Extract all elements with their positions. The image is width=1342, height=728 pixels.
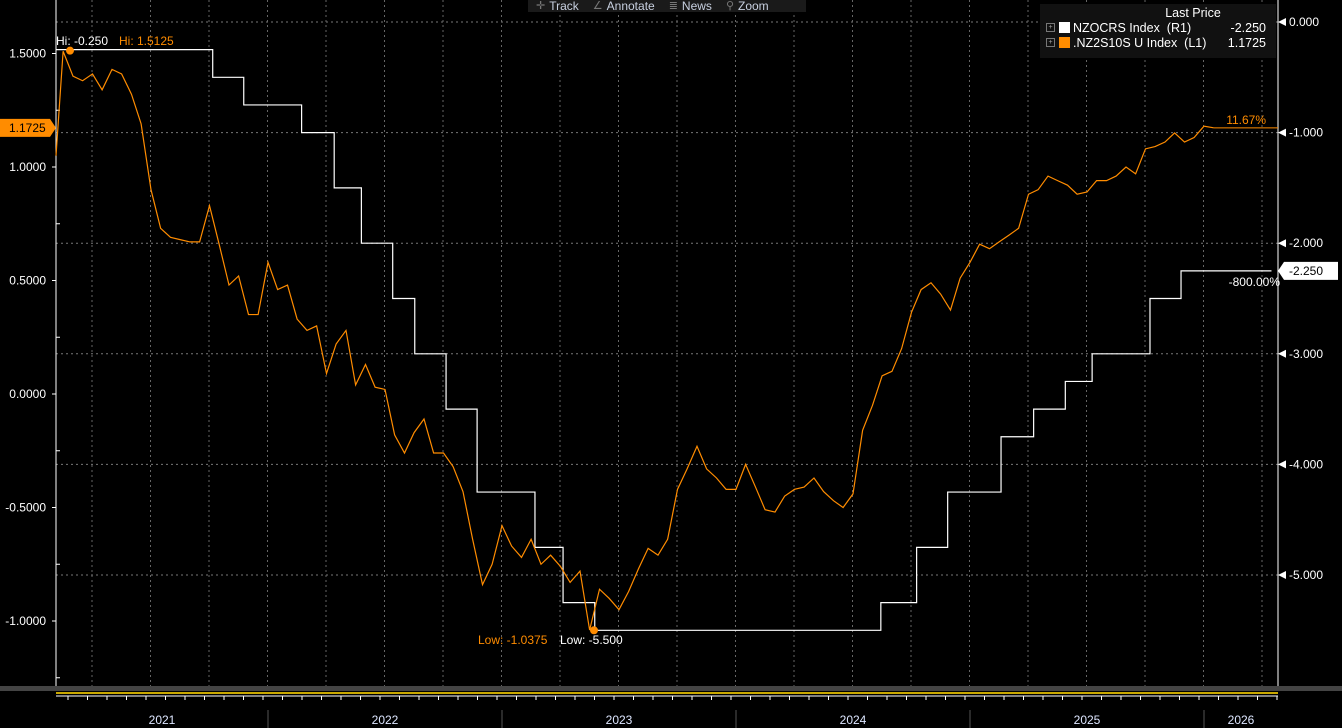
expand-icon[interactable]: + <box>1046 23 1055 32</box>
ocr-last-tag-label: -2.250 <box>1289 264 1323 278</box>
track-button[interactable]: ✛ Track <box>536 0 579 13</box>
right-tick-arrow <box>1278 460 1286 469</box>
right-tick-arrow <box>1278 349 1286 358</box>
right-tick-label: -5.000 <box>1289 568 1323 582</box>
right-tick-label: 0.000 <box>1289 15 1319 29</box>
right-tick-arrow <box>1278 18 1286 26</box>
left-tick-label: -1.0000 <box>5 614 46 628</box>
spread-last-tag-label: 1.1725 <box>9 121 46 135</box>
spread-hi-marker <box>66 46 74 55</box>
left-tick-label: 0.0000 <box>9 387 46 401</box>
right-tick-arrow <box>1278 571 1286 579</box>
spread-series-line <box>55 51 1214 631</box>
magnifier-icon: ⚲ <box>725 0 734 12</box>
zoom-button[interactable]: ⚲ Zoom <box>725 0 769 13</box>
x-tick-label: 2024 <box>840 713 867 727</box>
crosshair-icon: ✛ <box>536 0 546 12</box>
left-tick-label: 1.0000 <box>9 160 46 174</box>
right-tick-label: -1.000 <box>1289 126 1323 140</box>
news-icon: ≣ <box>668 0 678 12</box>
x-tick-label: 2026 <box>1228 713 1255 727</box>
x-tick-label: 2023 <box>606 713 633 727</box>
ocr-series-line <box>56 49 1272 631</box>
spread-change-label: 11.67% <box>1226 113 1266 127</box>
news-button[interactable]: ≣ News <box>668 0 712 13</box>
legend: Last Price + NZOCRS Index (R1) -2.250 + … <box>1040 4 1276 58</box>
right-tick-label: -4.000 <box>1289 457 1323 471</box>
right-tick-arrow <box>1278 239 1286 248</box>
pencil-icon: ∠ <box>592 0 603 12</box>
ocr-change-label: -800.00% <box>1229 275 1281 289</box>
right-tick-label: -2.000 <box>1289 236 1323 250</box>
ocr-last-tag <box>1278 261 1338 280</box>
spread-last-tag <box>0 118 56 137</box>
ocr-low-label: Low: -5.500 <box>560 633 623 647</box>
color-swatch <box>1059 37 1070 48</box>
spread-low-marker <box>590 626 598 635</box>
ocr-hi-label: Hi: -0.250 <box>56 34 108 48</box>
left-tick-label: 1.5000 <box>9 47 46 61</box>
color-swatch <box>1059 22 1070 33</box>
x-tick-label: 2022 <box>372 713 399 727</box>
x-tick-label: 2021 <box>149 713 176 727</box>
chart-toolbar: ✛ Track ∠ Annotate ≣ News ⚲ Zoom <box>528 0 806 12</box>
expand-icon[interactable]: + <box>1046 38 1055 47</box>
right-tick-arrow <box>1278 128 1286 137</box>
annotate-button[interactable]: ∠ Annotate <box>592 0 655 13</box>
legend-header: Last Price <box>1165 6 1221 20</box>
right-tick-label: -3.000 <box>1289 347 1323 361</box>
spread-low-label: Low: -1.0375 <box>478 633 548 647</box>
left-tick-label: -0.5000 <box>5 501 46 515</box>
spread-hi-label: Hi: 1.5125 <box>119 34 174 48</box>
scrollbar <box>0 686 1342 691</box>
legend-entry-spread[interactable]: + .NZ2S10S U Index (L1) 1.1725 <box>1046 35 1276 50</box>
x-tick-label: 2025 <box>1074 713 1101 727</box>
legend-entry-ocr[interactable]: + NZOCRS Index (R1) -2.250 <box>1046 20 1276 35</box>
left-tick-label: 0.5000 <box>9 274 46 288</box>
